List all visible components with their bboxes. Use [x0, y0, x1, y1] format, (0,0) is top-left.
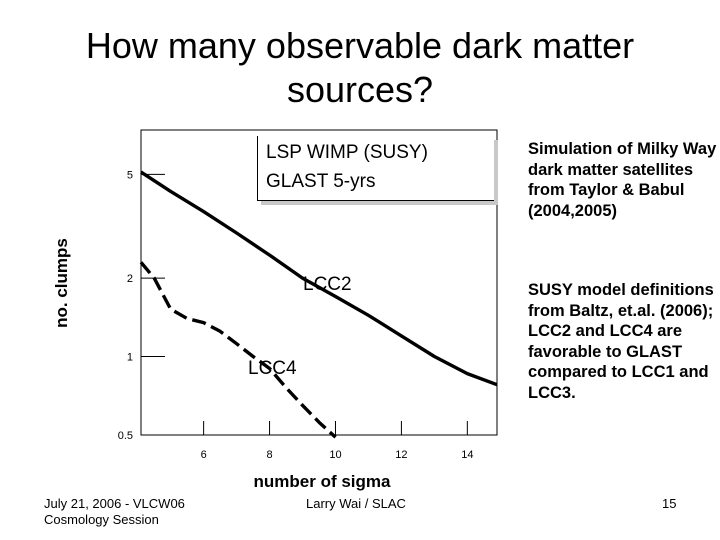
y-tick-label: 1	[127, 352, 133, 364]
series-line-lcc4	[139, 261, 337, 439]
y-tick-label: 5	[127, 169, 133, 181]
y-axis-label: no. clumps	[52, 238, 71, 328]
footer-author: Larry Wai / SLAC	[306, 496, 406, 511]
x-tick-label: 8	[266, 449, 272, 461]
legend-line-2: GLAST 5-yrs	[266, 171, 376, 192]
series-lines	[139, 170, 498, 439]
title-line-2: sources?	[286, 69, 434, 110]
x-tick-label: 12	[395, 449, 407, 461]
x-tick-label: 6	[201, 449, 207, 461]
footer-event: July 21, 2006 - VLCW06 Cosmology Session	[44, 496, 185, 528]
slide-title: How many observable dark matter sources?	[0, 24, 720, 112]
footer-event-line-1: July 21, 2006 - VLCW06	[44, 496, 185, 511]
y-axis-ticks: 5 2 1 0.5	[118, 169, 165, 442]
y-tick-label: 0.5	[118, 430, 133, 442]
footer-event-line-2: Cosmology Session	[44, 512, 159, 527]
series-label-lcc2: LCC2	[303, 274, 352, 295]
y-tick-label: 2	[127, 273, 133, 285]
plot-frame	[140, 129, 498, 436]
x-tick-label: 14	[461, 449, 473, 461]
simulation-note: Simulation of Milky Way dark matter sate…	[528, 140, 717, 220]
susy-model-note: SUSY model definitions from Baltz, et.al…	[528, 281, 714, 402]
page-number: 15	[662, 496, 677, 511]
series-label-lcc4: LCC4	[248, 358, 297, 379]
x-tick-label: 10	[329, 449, 341, 461]
series-line-lcc2	[140, 170, 498, 387]
x-axis-ticks: 6 8 10 12 14	[201, 421, 473, 461]
title-line-1: How many observable dark matter	[85, 25, 635, 66]
legend-line-1: LSP WIMP (SUSY)	[266, 142, 428, 163]
x-axis-label: number of sigma	[254, 472, 392, 491]
legend-box: LSP WIMP (SUSY) GLAST 5-yrs	[257, 136, 494, 201]
